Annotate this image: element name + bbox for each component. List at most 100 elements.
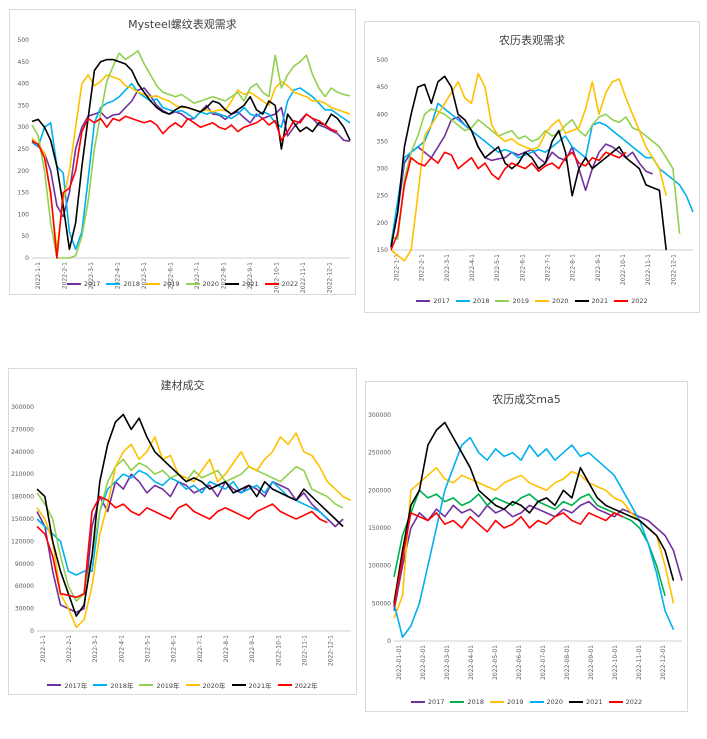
y-tick-label: 250000 [368,450,391,457]
legend-label: 2021 [586,698,603,706]
legend-swatch [47,684,62,686]
legend-item: 2021 [569,698,603,706]
x-tick-label: 2022-5-1 [145,635,152,662]
y-tick-label: 100000 [368,563,391,570]
x-tick-label: 2022-04-01 [468,645,475,680]
x-tick-label: 2022-05-01 [492,645,499,680]
legend-swatch [455,300,470,302]
y-tick-label: 60000 [15,583,34,590]
x-tick-label: 2022-4-1 [469,254,476,281]
series-line-2019年 [36,458,344,602]
legend-item: 2020 [185,280,219,288]
series-line-2021 [31,58,351,251]
legend-swatch [569,701,584,703]
legend-item: 2020年 [185,680,226,690]
chart-panel-building-transactions: 建材成交 0 30000 60000 90000 120000 150000 180000 2… [8,368,357,695]
legend-swatch [410,701,425,703]
legend-item: 2020 [529,698,564,706]
x-tick-label: 2022-6-1 [519,254,526,281]
x-tick-label: 2022-12-1 [670,254,677,285]
x-tick-label: 2022-9-1 [249,635,256,662]
legend-label: 2019年 [156,682,180,690]
y-tick-label: 150 [18,190,30,197]
y-tick-label: 150 [377,247,389,254]
x-tick-label: 2022-9-1 [247,262,254,289]
x-tick-label: 2022-2-1 [419,254,426,281]
y-tick-label: 300 [18,124,30,131]
chart-title: Mysteel螺纹表观需求 [128,18,237,31]
y-tick-label: 500 [18,37,30,44]
y-tick-label: 0 [387,638,391,645]
series-line-2022年 [36,495,328,599]
x-tick-label: 2022-08-01 [564,645,571,680]
legend-item: 2021 [574,297,608,305]
y-tick-label: 50000 [372,600,391,607]
legend-swatch [614,300,629,302]
legend-item: 2022 [264,280,298,288]
legend-label: 2020 [546,698,564,706]
legend-swatch [574,300,589,302]
x-tick-label: 2022-12-1 [326,262,333,293]
legend-label: 2020 [552,297,569,305]
y-tick-label: 450 [377,84,389,91]
series-line-2021 [393,421,675,604]
x-tick-label: 2022-7-1 [197,635,204,662]
y-tick-label: 250 [377,193,389,200]
x-tick-label: 2022-09-01 [588,645,595,680]
legend-swatch [145,283,160,285]
series-line-2017 [390,116,653,248]
series-line-2020 [31,50,351,259]
x-tick-label: 2022-10-1 [620,254,627,285]
y-tick-label: 250 [18,146,30,153]
legend-swatch [450,701,465,703]
chart-panel-mysteel-demand: Mysteel螺纹表观需求 0 50 100 150 200 250 300 350 400 45… [9,9,356,295]
series-line-2018 [31,82,351,251]
x-tick-label: 2022-7-1 [194,262,201,289]
x-tick-label: 2022-8-1 [223,635,230,662]
x-tick-label: 2022-2-1 [61,262,68,289]
x-tick-label: 2022-5-1 [494,254,501,281]
chart-plot: 0 30000 60000 90000 120000 150000 180000 210000… [11,404,352,666]
series-line-2017 [393,500,683,612]
series-line-2020 [390,72,667,262]
chart-legend: 2017 2018 2019 2020 2021 2022 [365,297,699,305]
series-line-2019 [393,466,675,619]
y-tick-label: 300 [377,166,389,173]
series-line-2018年 [36,469,328,576]
y-tick-label: 90000 [15,561,34,568]
y-tick-label: 100 [18,211,30,218]
x-tick-label: 2022-10-01 [612,645,619,680]
legend-swatch [225,283,240,285]
series-line-2018 [390,102,694,245]
x-tick-label: 2022-5-1 [141,262,148,289]
legend-label: 2022 [631,297,648,305]
y-tick-label: 0 [30,628,34,635]
legend-label: 2020年 [202,682,226,690]
chart-title: 农历成交ma5 [492,393,561,406]
legend-item: 2019 [145,280,180,288]
legend-item: 2019 [495,297,529,305]
legend-item: 2018 [106,280,140,288]
x-tick-label: 2022-11-1 [645,254,652,285]
y-tick-label: 150000 [11,516,34,523]
legend-label: 2019 [506,698,524,706]
y-tick-label: 270000 [11,426,34,433]
chart-legend: 2017 2018 2019 2020 2021 2022 [10,280,355,288]
series-line-2022 [393,512,624,608]
y-tick-label: 240000 [11,449,34,456]
legend-label: 2017 [83,280,101,288]
y-tick-label: 30000 [15,606,34,613]
y-tick-label: 180000 [11,494,34,501]
x-tick-label: 2022-2-1 [66,635,73,662]
y-tick-label: 200000 [368,487,391,494]
legend-item: 2021 [225,280,259,288]
legend-item: 2019年 [139,680,180,690]
x-tick-label: 2022-06-01 [516,645,523,680]
x-tick-label: 2022-6-1 [171,635,178,662]
legend-swatch [185,684,200,686]
x-tick-label: 2022-4-1 [118,635,125,662]
y-tick-label: 210000 [11,471,34,478]
legend-swatch [139,684,154,686]
legend-label: 2018 [467,698,484,706]
legend-swatch [185,283,200,285]
